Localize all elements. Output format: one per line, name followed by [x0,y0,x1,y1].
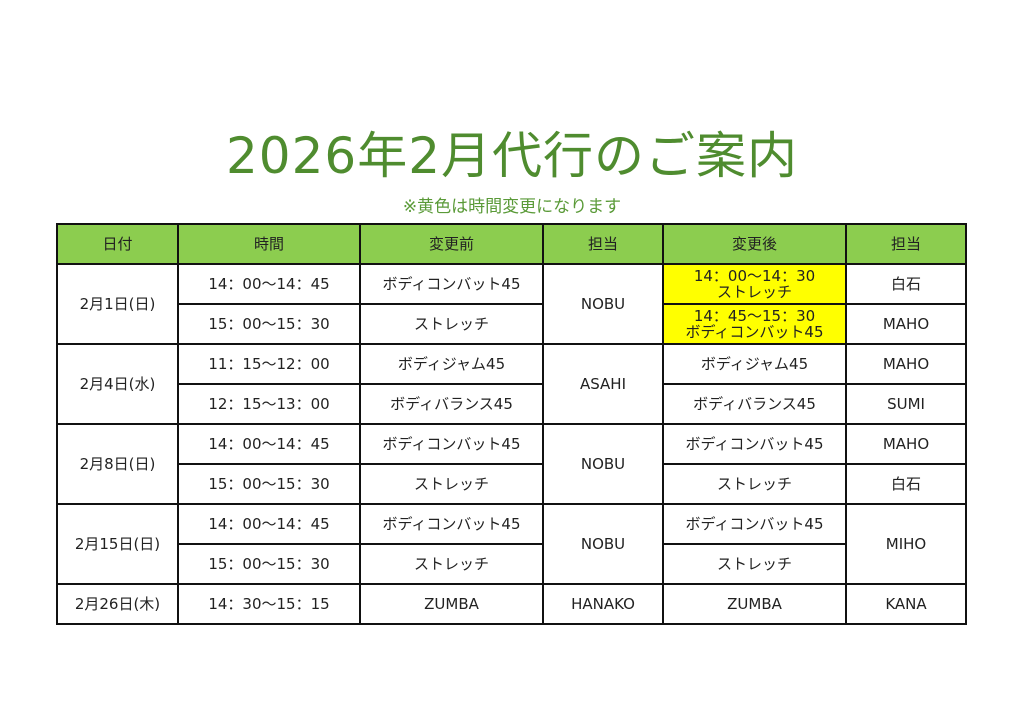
class-after-line: ボディコンバット45 [685,515,824,533]
class-before-cell: ストレッチ [359,543,544,585]
table-row: 2月15日(日) 14：00〜14：45 ボディコンバット45 NOBU ボディコンバッ… [56,503,967,585]
page-subtitle: ※黄色は時間変更になります [402,197,622,217]
substitute-schedule-table: 日付 時間 変更前 担当 変更後 担当 2月1日(日) 14：00〜14：45 ボデ… [56,223,967,625]
instructor-before-cell: NOBU [542,423,664,505]
class-after-line: 14：45〜15：30 [693,307,816,325]
header-instructor-after: 担当 [845,223,967,265]
table-row: 12：15〜13：00 ボディバランス45 ボディバランス45 SUMI [57,383,967,425]
time-cell: 15：00〜15：30 [177,543,361,585]
class-after-cell: ストレッチ [662,543,847,585]
table-row: 2月4日(水) 11：15〜12：00 ボディジャム45 ASAHI ボディジャム45 M… [56,343,967,425]
instructor-before-cell: HANAKO [542,583,664,625]
header-after: 変更後 [662,223,847,265]
page-title: 2026年2月代行のご案内 [225,127,799,185]
table-row: 2月26日(木) 14：30〜15：15 ZUMBA HANAKO ZUMBA KANA [56,583,967,625]
class-after-line: ストレッチ [716,555,792,573]
class-after-line: 14：00〜14：30 [693,267,816,285]
table-row: 2月8日(日) 14：00〜14：45 ボディコンバット45 NOBU ボディコンバット… [56,423,967,505]
date-cell: 2月15日(日) [56,503,179,585]
time-cell: 11：15〜12：00 [177,343,361,385]
class-before-cell: ボディコンバット45 [359,423,544,465]
table-row: 15：00〜15：30 ストレッチ ストレッチ 白石 [57,463,967,505]
class-before-cell: ボディジャム45 [359,343,544,385]
instructor-after-cell: MAHO [845,423,967,465]
instructor-after-cell: 白石 [845,463,967,505]
header-time: 時間 [177,223,361,265]
class-before-cell: ボディコンバット45 [359,503,544,545]
class-before-cell: ボディバランス45 [359,383,544,425]
table-header-row: 日付 時間 変更前 担当 変更後 担当 [56,223,967,265]
time-cell: 14：30〜15：15 [177,583,361,625]
class-after-cell: 14：00〜14：30 ストレッチ [662,263,847,305]
time-cell: 14：00〜14：45 [177,263,361,305]
instructor-after-cell: MIHO [845,503,967,585]
header-instructor-before: 担当 [542,223,664,265]
date-cell: 2月4日(水) [56,343,179,425]
time-cell: 14：00〜14：45 [177,503,361,545]
date-cell: 2月1日(日) [56,263,179,345]
instructor-after-cell: MAHO [845,343,967,385]
instructor-before-cell: NOBU [542,263,664,345]
class-after-cell: ボディコンバット45 [662,503,847,545]
class-before-cell: ストレッチ [359,303,544,345]
instructor-after-cell: KANA [845,583,967,625]
instructor-before-cell: NOBU [542,503,664,585]
class-after-cell: ボディジャム45 [662,343,847,385]
class-after-cell: ボディバランス45 [662,383,847,425]
class-after-line: ストレッチ [716,283,792,301]
header-before: 変更前 [359,223,544,265]
header-date: 日付 [56,223,179,265]
table-row: 2月1日(日) 14：00〜14：45 ボディコンバット45 NOBU 14：00〜14… [56,263,967,345]
class-after-line: ボディジャム45 [700,355,809,373]
time-cell: 15：00〜15：30 [177,463,361,505]
class-after-cell: ZUMBA [662,583,847,625]
class-after-line: ボディコンバット45 [685,435,824,453]
class-after-line: ストレッチ [716,475,792,493]
class-after-cell: 14：45〜15：30 ボディコンバット45 [662,303,847,345]
class-after-cell: ストレッチ [662,463,847,505]
instructor-after-cell: 白石 [845,263,967,305]
time-cell: 12：15〜13：00 [177,383,361,425]
instructor-after-cell: SUMI [845,383,967,425]
class-after-line: ボディコンバット45 [685,323,824,341]
class-after-line: ボディバランス45 [693,395,816,413]
time-cell: 15：00〜15：30 [177,303,361,345]
date-cell: 2月8日(日) [56,423,179,505]
table-row: 15：00〜15：30 ストレッチ 14：45〜15：30 ボディコンバット45 MAH… [57,303,967,345]
class-after-cell: ボディコンバット45 [662,423,847,465]
date-cell: 2月26日(木) [56,583,179,625]
time-cell: 14：00〜14：45 [177,423,361,465]
class-after-line: ZUMBA [727,595,782,613]
instructor-before-cell: ASAHI [542,343,664,425]
instructor-after-cell: MAHO [845,303,967,345]
class-before-cell: ZUMBA [359,583,544,625]
class-before-cell: ストレッチ [359,463,544,505]
table-row: 15：00〜15：30 ストレッチ ストレッチ [57,543,966,585]
class-before-cell: ボディコンバット45 [359,263,544,305]
